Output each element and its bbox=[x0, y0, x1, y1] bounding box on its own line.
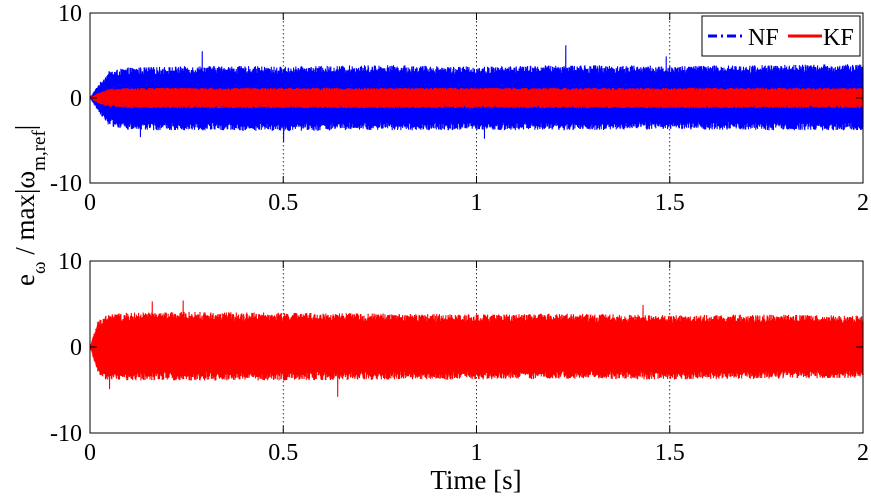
bottom-series bbox=[89, 300, 864, 397]
legend: NF KF bbox=[701, 15, 861, 57]
top-y-tick-label: -10 bbox=[50, 171, 82, 197]
y-label-tail: | bbox=[10, 125, 40, 130]
top-y-tick-label: 0 bbox=[70, 86, 82, 112]
bottom-x-tick-label: 2 bbox=[857, 440, 869, 466]
top-series bbox=[89, 45, 864, 143]
bottom-grid bbox=[282, 261, 671, 433]
bottom-x-tick-label: 0 bbox=[84, 440, 96, 466]
bottom-x-tick-label: 1 bbox=[471, 440, 483, 466]
y-axis-label: eω / max|ωm,ref| bbox=[10, 125, 50, 286]
top-y-tick-label: 10 bbox=[58, 1, 82, 27]
top-x-tick-label: 1 bbox=[471, 190, 483, 216]
bottom-x-tick-label: 0.5 bbox=[268, 440, 298, 466]
bottom-y-tick-label: 10 bbox=[58, 249, 82, 275]
top-x-tick-label: 1.5 bbox=[655, 190, 685, 216]
top-series-kf bbox=[89, 87, 864, 109]
y-label-rest: / max|ω bbox=[10, 171, 40, 262]
bottom-x-tick-label: 1.5 bbox=[655, 440, 685, 466]
top-x-tick-label: 0.5 bbox=[268, 190, 298, 216]
top-series-nf bbox=[89, 45, 864, 143]
y-label-main-sub: ω bbox=[29, 262, 50, 275]
top-x-tick-label: 2 bbox=[857, 190, 869, 216]
legend-label-kf: KF bbox=[823, 25, 854, 51]
bottom-x-ticks: 0 0.5 1 1.5 2 bbox=[84, 261, 869, 466]
bottom-y-ticks: -10 0 10 bbox=[50, 249, 863, 447]
bottom-y-tick-label: -10 bbox=[50, 421, 82, 447]
x-axis-label: Time [s] bbox=[430, 465, 521, 495]
bottom-y-tick-label: 0 bbox=[70, 335, 82, 361]
y-label-main: e bbox=[10, 274, 40, 286]
bottom-series-kf bbox=[89, 300, 864, 397]
top-x-tick-label: 0 bbox=[84, 190, 96, 216]
y-label-rest-sub: m,ref bbox=[29, 130, 50, 171]
top-x-ticks: 0 0.5 1 1.5 2 bbox=[84, 13, 869, 216]
legend-label-nf: NF bbox=[748, 25, 779, 51]
top-y-ticks: -10 0 10 bbox=[50, 1, 863, 197]
